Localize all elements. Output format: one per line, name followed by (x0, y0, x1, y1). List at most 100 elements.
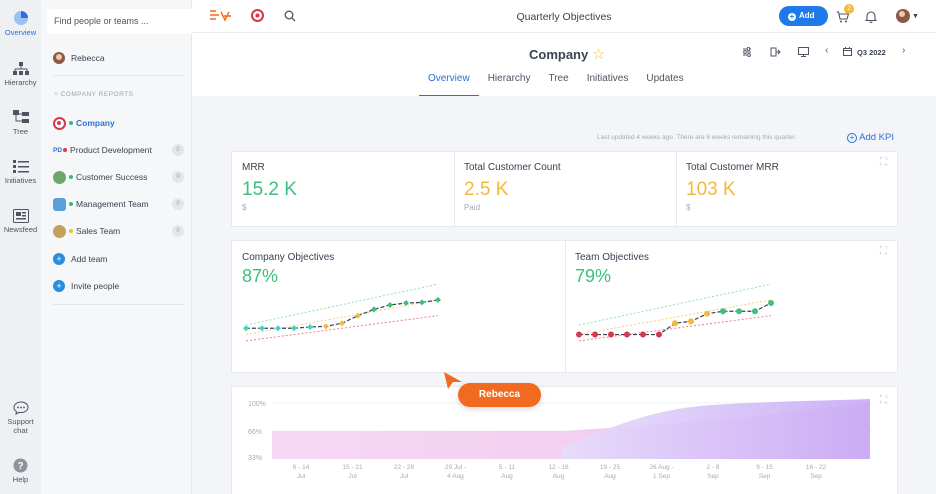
kpi-name: Total Customer Count (464, 162, 561, 173)
x-tick-label: 1 Sep (653, 473, 670, 480)
user-menu[interactable]: ▼ (896, 9, 919, 23)
sidebar-item-company[interactable]: Company (53, 115, 183, 131)
tab-hierarchy[interactable]: Hierarchy (487, 73, 531, 84)
collapse-icon[interactable]: ⛶ (880, 395, 887, 406)
data-point (355, 312, 361, 319)
cart-button[interactable]: 2 (836, 4, 854, 28)
sales-icon (53, 224, 66, 238)
data-point (608, 331, 614, 338)
x-tick-label: Sep (810, 473, 822, 480)
rail-hierarchy-label: Hierarchy (4, 78, 37, 87)
data-point (435, 296, 441, 303)
chevron-left-icon[interactable]: ‹ (825, 45, 829, 56)
sidebar-item-label: Product Development (70, 145, 152, 155)
sidebar-item-product-development[interactable]: PD Product Development 0 (53, 142, 184, 158)
objectives-row: Company Objectives 87% Team Objectives 7… (231, 240, 898, 373)
warning-trend-line (578, 299, 772, 336)
data-point (576, 331, 582, 338)
rail-help[interactable]: ? Help (0, 458, 41, 484)
x-tick-label: 4 Aug (447, 473, 464, 480)
add-kpi-button[interactable]: + Add KPI (847, 132, 894, 143)
status-dot (69, 229, 73, 233)
sidebar-item-management-team[interactable]: Management Team 0 (53, 196, 184, 212)
x-tick-label: 19 - 25 (600, 464, 621, 471)
monitor-icon[interactable] (798, 47, 809, 57)
count-badge: 0 (172, 225, 184, 237)
x-tick-label: Sep (707, 473, 719, 480)
divider (53, 75, 183, 76)
initiatives-icon (12, 160, 29, 173)
kpi-card-mrr[interactable]: MRR 15.2 K $ (232, 152, 454, 226)
export-icon[interactable] (770, 47, 781, 57)
data-point (339, 320, 345, 327)
data-point (259, 325, 265, 332)
data-point (243, 325, 249, 332)
status-dot (69, 175, 73, 179)
rail-overview[interactable]: Overview (0, 10, 41, 37)
team-objectives-card[interactable]: Team Objectives 79% (565, 241, 898, 372)
expand-icon[interactable]: ⛶ (880, 246, 887, 257)
rail-initiatives[interactable]: Initiatives (0, 160, 41, 185)
settings-sliders-icon[interactable] (742, 47, 752, 57)
newsfeed-icon (12, 209, 29, 223)
rail-support-chat[interactable]: Support chat (0, 401, 41, 435)
data-point (672, 320, 678, 327)
kpi-card-total-customer-mrr[interactable]: Total Customer MRR 103 K $ (676, 152, 898, 226)
add-team-button[interactable]: + Add team (53, 251, 183, 267)
sidebar-item-sales-team[interactable]: Sales Team 0 (53, 223, 184, 239)
tab-bar: Overview Hierarchy Tree Initiatives Upda… (419, 73, 693, 97)
main-content: Last updated 4 weeks ago. There are 8 we… (192, 96, 936, 494)
kpi-card-total-customer-count[interactable]: Total Customer Count 2.5 K Paid (454, 152, 676, 226)
tab-overview[interactable]: Overview (419, 73, 479, 97)
data-point (704, 310, 710, 317)
data-point (624, 331, 630, 338)
tab-updates[interactable]: Updates (646, 73, 684, 84)
company-name-text: Company (529, 47, 589, 62)
y-tick-label: 100% (248, 401, 266, 408)
company-objectives-card[interactable]: Company Objectives 87% (232, 241, 565, 372)
team-objectives-chart (576, 283, 774, 342)
objective-name: Team Objectives (575, 252, 649, 263)
plus-icon: + (53, 253, 65, 265)
company-reports-heading: ≡ COMPANY REPORTS (54, 91, 133, 98)
calendar-icon[interactable] (843, 47, 852, 56)
rail-tree[interactable]: Tree (0, 110, 41, 136)
data-point (736, 308, 742, 315)
search-input[interactable]: Find people or teams ... (47, 9, 224, 34)
notification-count-badge: 2 (844, 4, 854, 14)
invite-label: Invite people (71, 281, 120, 291)
invite-people-button[interactable]: + Invite people (53, 278, 183, 294)
bell-icon[interactable] (865, 10, 877, 23)
kpi-unit: $ (242, 203, 247, 212)
current-user[interactable]: Rebecca (53, 52, 105, 64)
add-button[interactable]: + Add (779, 6, 828, 26)
x-tick-label: Jul (348, 473, 357, 480)
data-point (768, 300, 774, 307)
x-tick-label: 2 - 8 (706, 464, 719, 471)
tab-initiatives[interactable]: Initiatives (586, 73, 629, 84)
data-point (275, 325, 281, 332)
period-label[interactable]: Q3 2022 (857, 48, 886, 57)
search-icon[interactable] (284, 10, 296, 22)
pointer-arrow-icon (444, 372, 462, 389)
x-tick-label: Aug (604, 473, 616, 480)
rail-newsfeed-label: Newsfeed (3, 225, 38, 234)
data-point (307, 323, 313, 330)
chevron-right-icon[interactable]: › (902, 45, 906, 56)
plus-circle-icon: + (847, 133, 857, 143)
tab-tree[interactable]: Tree (548, 73, 569, 84)
kpi-unit: $ (686, 203, 691, 212)
pd-badge-icon: PD (53, 146, 63, 154)
divider (565, 241, 566, 372)
sidebar-item-customer-success[interactable]: Customer Success 0 (53, 169, 184, 185)
expand-icon[interactable]: ⛶ (880, 157, 887, 168)
rail-hierarchy[interactable]: Hierarchy (0, 62, 41, 87)
company-objectives-chart (243, 283, 441, 342)
star-icon[interactable]: ☆ (591, 46, 606, 63)
data-point (291, 325, 297, 332)
team-icon (53, 197, 66, 211)
globe-icon (53, 170, 66, 184)
rail-newsfeed[interactable]: Newsfeed (0, 209, 41, 234)
data-point (323, 323, 329, 330)
target-icon[interactable] (251, 9, 264, 22)
